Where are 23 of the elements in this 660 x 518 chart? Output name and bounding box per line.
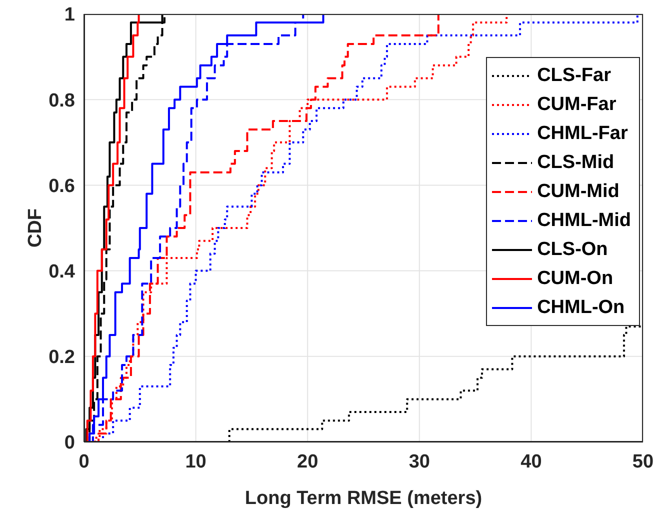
y-tick-label: 0.2	[48, 347, 75, 368]
x-tick-label: 50	[632, 451, 654, 472]
legend-label: CLS-Mid	[537, 152, 614, 174]
legend-label: CUM-Mid	[537, 180, 620, 202]
x-tick-label: 0	[78, 451, 90, 472]
y-tick-label: 0	[64, 432, 75, 454]
legend-label: CLS-Far	[537, 64, 611, 86]
legend-label: CHML-Far	[537, 122, 628, 144]
x-tick-label: 30	[408, 451, 430, 472]
y-tick-label: 0.6	[48, 176, 75, 197]
legend-label: CLS-On	[537, 238, 608, 260]
y-tick-label: 1	[64, 4, 76, 26]
y-tick-label: 0.8	[48, 90, 75, 112]
legend-label: CUM-Far	[537, 94, 616, 116]
x-tick-label: 20	[297, 451, 318, 472]
y-tick-label: 0.4	[48, 262, 76, 283]
legend-label: CHML-Mid	[537, 210, 631, 232]
x-axis-title: Long Term RMSE (meters)	[244, 488, 482, 509]
legend-label: CHML-On	[537, 296, 625, 318]
x-tick-label: 10	[185, 451, 206, 472]
y-axis-title: CDF	[24, 208, 46, 248]
x-tick-label: 40	[520, 451, 542, 472]
legend-label: CUM-On	[537, 268, 614, 290]
